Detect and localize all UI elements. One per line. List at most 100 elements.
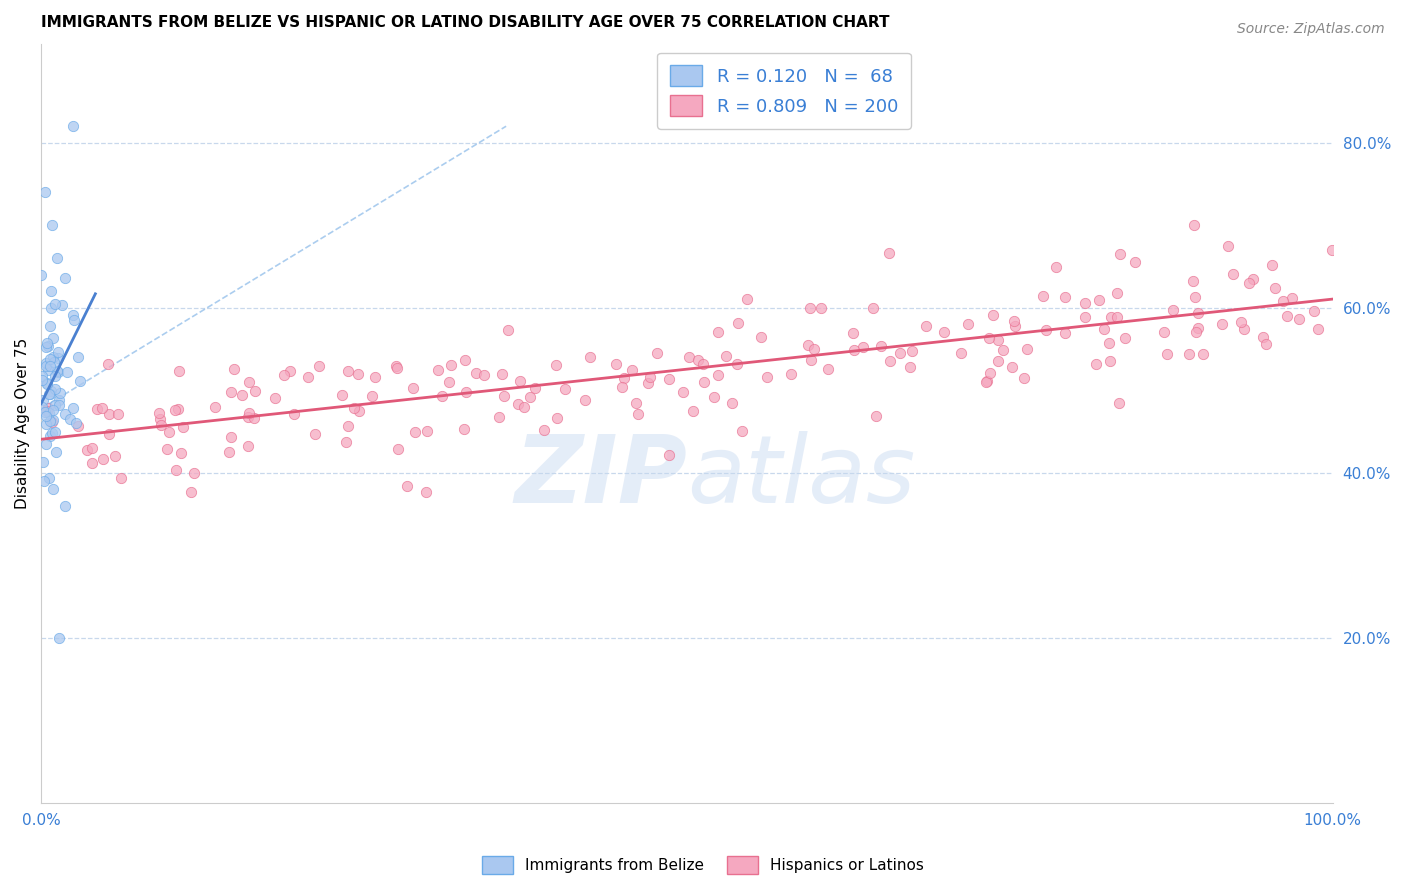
Point: [1123, 255, 1146, 269]
Point: [496, 323, 519, 337]
Point: [42, 355, 65, 369]
Point: [343, 401, 366, 416]
Point: [172, 420, 194, 434]
Point: [672, 385, 695, 400]
Point: [35, 340, 58, 354]
Point: [90, 401, 112, 416]
Point: [167, 364, 190, 378]
Point: [1109, 246, 1132, 260]
Point: [727, 316, 749, 330]
Point: [35, 404, 58, 418]
Point: [48, 365, 70, 379]
Point: [1045, 260, 1067, 275]
Point: [62, 308, 84, 322]
Point: [62, 120, 84, 134]
Point: [721, 395, 744, 409]
Legend: R = 0.120   N =  68, R = 0.809   N = 200: R = 0.120 N = 68, R = 0.809 N = 200: [657, 53, 911, 128]
Point: [243, 410, 266, 425]
Text: Source: ZipAtlas.com: Source: ZipAtlas.com: [1237, 22, 1385, 37]
Point: [42, 331, 65, 345]
Point: [1087, 293, 1109, 307]
Point: [430, 389, 453, 403]
Point: [273, 368, 295, 383]
Point: [59, 411, 82, 425]
Point: [42, 351, 65, 365]
Point: [1085, 357, 1108, 371]
Point: [98, 407, 121, 421]
Point: [578, 350, 600, 364]
Point: [56, 366, 79, 380]
Y-axis label: Disability Age Over 75: Disability Age Over 75: [15, 338, 30, 509]
Point: [1211, 318, 1233, 332]
Point: [1185, 325, 1208, 339]
Point: [231, 388, 253, 402]
Point: [1114, 331, 1136, 345]
Point: [278, 364, 301, 378]
Point: [283, 407, 305, 421]
Point: [987, 354, 1010, 368]
Point: [48, 631, 70, 645]
Point: [427, 363, 450, 377]
Point: [678, 351, 700, 365]
Point: [749, 330, 772, 344]
Point: [508, 397, 530, 411]
Point: [53, 407, 76, 421]
Point: [1187, 321, 1209, 335]
Point: [37, 339, 59, 353]
Point: [1153, 325, 1175, 339]
Point: [37, 401, 59, 415]
Point: [76, 442, 98, 457]
Point: [1015, 342, 1038, 356]
Point: [39, 414, 62, 428]
Point: [879, 354, 901, 368]
Point: [170, 446, 193, 460]
Point: [238, 375, 260, 389]
Point: [98, 427, 121, 442]
Point: [1264, 281, 1286, 295]
Point: [981, 308, 1004, 322]
Point: [682, 404, 704, 418]
Point: [1261, 258, 1284, 272]
Point: [44, 425, 66, 440]
Point: [41, 301, 63, 315]
Point: [1281, 291, 1303, 305]
Point: [38, 387, 60, 401]
Point: [692, 357, 714, 371]
Point: [35, 417, 58, 431]
Point: [533, 423, 555, 437]
Point: [167, 401, 190, 416]
Point: [236, 410, 259, 425]
Point: [914, 318, 936, 333]
Point: [624, 395, 647, 409]
Point: [264, 391, 287, 405]
Text: IMMIGRANTS FROM BELIZE VS HISPANIC OR LATINO DISABILITY AGE OVER 75 CORRELATION : IMMIGRANTS FROM BELIZE VS HISPANIC OR LA…: [41, 15, 890, 30]
Point: [1288, 312, 1310, 326]
Point: [48, 393, 70, 408]
Point: [387, 442, 409, 456]
Point: [621, 362, 644, 376]
Point: [800, 352, 823, 367]
Point: [69, 375, 91, 389]
Point: [898, 360, 921, 375]
Point: [31, 373, 53, 387]
Point: [799, 301, 821, 315]
Point: [1306, 322, 1329, 336]
Point: [46, 351, 69, 365]
Point: [755, 370, 778, 384]
Point: [41, 285, 63, 299]
Point: [163, 402, 186, 417]
Point: [97, 357, 120, 371]
Point: [686, 353, 709, 368]
Point: [349, 404, 371, 418]
Point: [488, 410, 510, 425]
Point: [31, 368, 53, 383]
Point: [34, 405, 56, 419]
Point: [337, 419, 360, 434]
Point: [110, 471, 132, 485]
Point: [492, 389, 515, 403]
Point: [53, 499, 76, 513]
Point: [66, 419, 89, 434]
Point: [1253, 330, 1275, 344]
Point: [544, 359, 567, 373]
Point: [1002, 314, 1025, 328]
